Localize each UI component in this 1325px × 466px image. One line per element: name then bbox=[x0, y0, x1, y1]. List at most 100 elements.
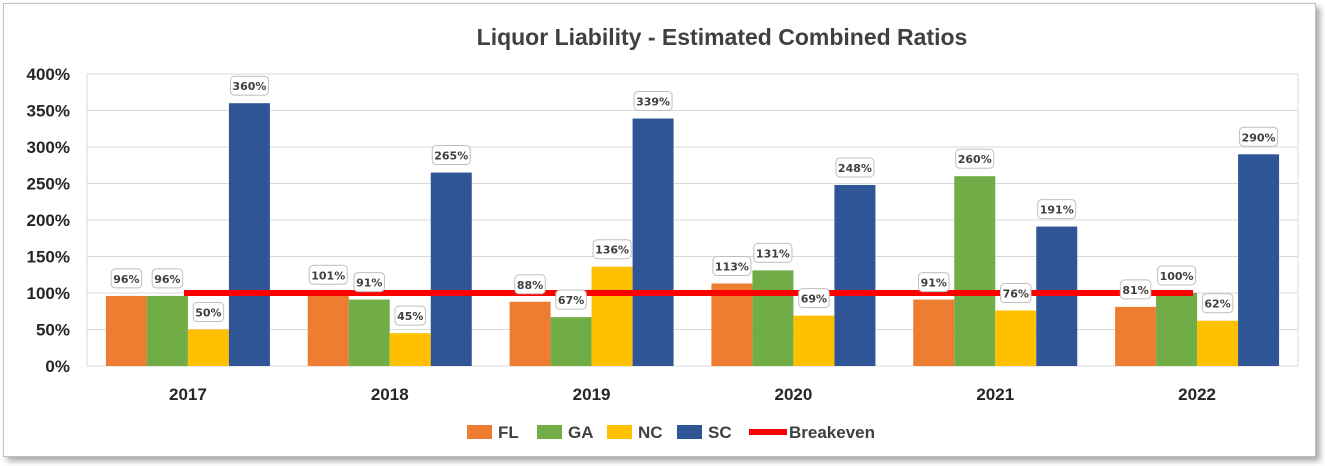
bar-ga-2022 bbox=[1156, 293, 1198, 366]
data-label-box bbox=[1119, 279, 1152, 300]
data-labels: 96% 96% 50% 360% 101% 91% 45% 265% 88% 67% 136% 339… bbox=[110, 75, 1279, 326]
bar-fl-2020 bbox=[711, 283, 753, 366]
bar-sc-2017 bbox=[228, 103, 270, 366]
legend-swatch bbox=[677, 425, 702, 439]
bar-fl-2018 bbox=[307, 292, 349, 366]
data-label-box bbox=[712, 256, 752, 277]
data-label-sc-2022: 290% bbox=[1239, 126, 1279, 147]
data-label-box bbox=[753, 242, 793, 263]
data-label-text: 360% bbox=[232, 80, 266, 93]
legend-label: NC bbox=[638, 423, 663, 442]
bar-fl-2022 bbox=[1115, 306, 1157, 366]
data-label-text: 76% bbox=[1003, 288, 1029, 301]
legend-item-breakeven: Breakeven bbox=[749, 423, 875, 442]
bar-nc-2019 bbox=[591, 266, 633, 366]
legend-label: GA bbox=[568, 423, 594, 442]
data-label-ga-2019: 67% bbox=[555, 289, 587, 310]
data-label-sc-2020: 248% bbox=[835, 157, 875, 178]
data-label-fl-2019: 88% bbox=[514, 274, 546, 295]
data-label-fl-2020: 113% bbox=[712, 256, 752, 277]
bar-fl-2017 bbox=[105, 295, 147, 366]
data-label-text: 96% bbox=[154, 273, 180, 286]
y-tick-label: 0% bbox=[45, 357, 70, 376]
data-label-text: 113% bbox=[715, 261, 749, 274]
legend-item-ga: GA bbox=[537, 423, 594, 442]
bar-sc-2022 bbox=[1238, 154, 1280, 366]
data-label-fl-2022: 81% bbox=[1119, 279, 1152, 300]
data-label-text: 62% bbox=[1204, 298, 1230, 311]
x-category-label: 2022 bbox=[1178, 385, 1216, 404]
data-label-nc-2021: 76% bbox=[1000, 283, 1032, 304]
data-label-text: 45% bbox=[397, 310, 423, 323]
bar-ga-2019 bbox=[550, 317, 592, 366]
y-tick-label: 150% bbox=[27, 248, 70, 267]
data-label-nc-2020: 69% bbox=[798, 288, 830, 309]
data-label-box bbox=[555, 289, 587, 310]
data-label-text: 50% bbox=[195, 307, 221, 320]
y-axis-ticks: 0% 50% 100% 150% 200% 250% 300% 350% 400% bbox=[27, 65, 70, 376]
y-tick-label: 100% bbox=[27, 284, 70, 303]
bar-nc-2020 bbox=[793, 315, 835, 366]
y-tick-label: 250% bbox=[27, 175, 70, 194]
data-label-text: 101% bbox=[311, 269, 345, 282]
x-category-label: 2018 bbox=[371, 385, 409, 404]
data-label-box bbox=[798, 288, 830, 309]
data-label-box bbox=[1000, 283, 1032, 304]
bar-nc-2022 bbox=[1197, 320, 1239, 366]
x-category-label: 2019 bbox=[573, 385, 611, 404]
bar-ga-2017 bbox=[146, 295, 188, 366]
bar-nc-2021 bbox=[995, 310, 1037, 366]
legend-item-nc: NC bbox=[607, 423, 663, 442]
legend-item-fl: FL bbox=[467, 423, 519, 442]
data-label-fl-2018: 101% bbox=[308, 264, 348, 285]
data-label-text: 67% bbox=[558, 294, 584, 307]
data-label-box bbox=[394, 305, 426, 326]
data-label-box bbox=[592, 239, 632, 260]
legend-label: Breakeven bbox=[789, 423, 875, 442]
data-label-text: 131% bbox=[756, 247, 790, 260]
data-label-ga-2018: 91% bbox=[353, 272, 385, 293]
data-label-box bbox=[918, 272, 950, 293]
bar-fl-2019 bbox=[509, 301, 551, 366]
bar-sc-2019 bbox=[632, 118, 674, 366]
data-label-box bbox=[229, 75, 269, 96]
y-tick-label: 300% bbox=[27, 138, 70, 157]
bar-nc-2017 bbox=[187, 329, 229, 366]
data-label-ga-2022: 100% bbox=[1157, 265, 1197, 286]
data-label-sc-2021: 191% bbox=[1037, 199, 1077, 220]
data-label-box bbox=[955, 148, 995, 169]
gridlines bbox=[86, 73, 1299, 367]
legend-item-sc: SC bbox=[677, 423, 732, 442]
legend-swatch bbox=[467, 425, 492, 439]
legend-label: FL bbox=[498, 423, 519, 442]
data-label-sc-2017: 360% bbox=[229, 75, 269, 96]
x-category-label: 2021 bbox=[976, 385, 1014, 404]
data-label-box bbox=[110, 268, 143, 289]
data-label-box bbox=[835, 157, 875, 178]
data-label-text: 191% bbox=[1040, 204, 1074, 217]
data-label-text: 88% bbox=[517, 279, 543, 292]
bar-nc-2018 bbox=[389, 333, 431, 366]
data-label-box bbox=[192, 302, 225, 322]
bar-sc-2020 bbox=[834, 184, 876, 366]
data-label-text: 100% bbox=[1160, 270, 1194, 283]
bar-ga-2021 bbox=[954, 176, 996, 366]
data-label-text: 339% bbox=[636, 96, 670, 109]
legend: FL GA NC SC Breakeven bbox=[467, 423, 875, 442]
legend-label: SC bbox=[708, 423, 732, 442]
data-label-ga-2017: 96% bbox=[151, 268, 184, 289]
data-label-nc-2018: 45% bbox=[394, 305, 426, 326]
bar-ga-2020 bbox=[752, 270, 794, 366]
data-label-nc-2022: 62% bbox=[1201, 293, 1234, 314]
data-label-box bbox=[1239, 126, 1279, 147]
bar-fl-2021 bbox=[913, 299, 955, 366]
data-label-box bbox=[1201, 293, 1234, 314]
data-label-box bbox=[151, 268, 184, 289]
data-label-text: 248% bbox=[838, 162, 872, 175]
data-label-box bbox=[633, 91, 673, 112]
data-label-text: 136% bbox=[595, 244, 629, 257]
data-label-ga-2020: 131% bbox=[753, 242, 793, 263]
data-label-ga-2021: 260% bbox=[955, 148, 995, 169]
bar-sc-2018 bbox=[430, 172, 472, 366]
data-label-text: 260% bbox=[958, 153, 992, 166]
